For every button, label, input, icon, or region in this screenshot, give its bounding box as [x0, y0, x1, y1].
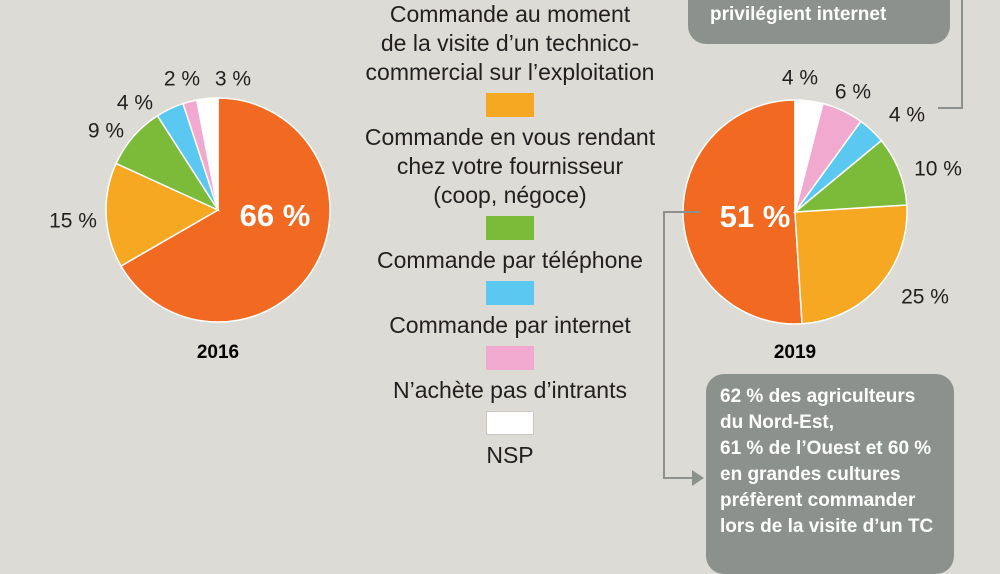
pie-chart-2019: 51 % 25 % 10 % 4 % 6 % 4 %: [682, 66, 962, 325]
value-label-2016-nsp: 3 %: [215, 67, 251, 90]
value-label-2016-pas-intrants: 2 %: [164, 67, 200, 90]
legend-label-pas-intrants: N’achète pas d’intrants: [393, 377, 627, 403]
legend-label-internet: Commande par internet: [389, 312, 631, 338]
legend-swatch-fournisseur: [486, 93, 534, 117]
legend-label-fournisseur: Commande en vous rendant chez votre four…: [364, 124, 656, 208]
pie-chart-2016: 66 % 15 % 9 % 4 % 2 % 3 %: [49, 67, 331, 323]
value-label-2016-technico: 66 %: [240, 198, 311, 233]
legend-swatch-nsp: [486, 411, 534, 435]
pie-slice-2019-fournisseur: [794, 204, 908, 325]
connector-bottom: [663, 211, 700, 479]
value-label-2016-internet: 4 %: [117, 91, 153, 114]
value-label-2019-internet: 4 %: [889, 103, 925, 126]
legend-label-technico: Commande au moment de la visite d’un tec…: [365, 1, 655, 85]
legend-swatch-internet: [486, 281, 534, 305]
value-label-2019-fournisseur: 25 %: [901, 285, 949, 308]
pie-slice-2016-fournisseur: [105, 162, 220, 268]
pie-slice-2016-technico: [119, 97, 331, 323]
chart-canvas: 66 % 15 % 9 % 4 % 2 % 3 % 51 % 25 % 10 % 4 % 6 % 4…: [49, 0, 963, 486]
legend-swatch-pas-intrants: [486, 346, 534, 370]
value-label-2016-telephone: 9 %: [88, 119, 124, 142]
legend-label-telephone: Commande par téléphone: [377, 247, 643, 273]
value-label-2016-fournisseur: 15 %: [49, 209, 97, 232]
value-label-2019-pas-intrants: 6 %: [835, 80, 871, 103]
value-label-2019-telephone: 10 %: [914, 157, 962, 180]
year-label-2016: 2016: [197, 342, 239, 363]
value-label-2019-nsp: 4 %: [782, 66, 818, 89]
year-label-2019: 2019: [774, 342, 816, 363]
note-regional: 62 % des agriculteurs du Nord-Est, 61 % …: [706, 374, 954, 574]
value-label-2019-technico: 51 %: [720, 199, 791, 234]
note-internet: privilégient internet: [688, 0, 950, 44]
connector-arrowhead: [692, 470, 704, 486]
connector-top: [938, 0, 963, 109]
legend: Commande au moment de la visite d’un tec…: [330, 0, 690, 470]
pie-slice-2016-nsp: [195, 97, 219, 211]
pie-slice-2019-nsp: [794, 99, 824, 213]
pie-slice-2019-technico: [682, 99, 803, 325]
legend-label-nsp: NSP: [486, 442, 534, 468]
legend-swatch-telephone: [486, 216, 534, 240]
